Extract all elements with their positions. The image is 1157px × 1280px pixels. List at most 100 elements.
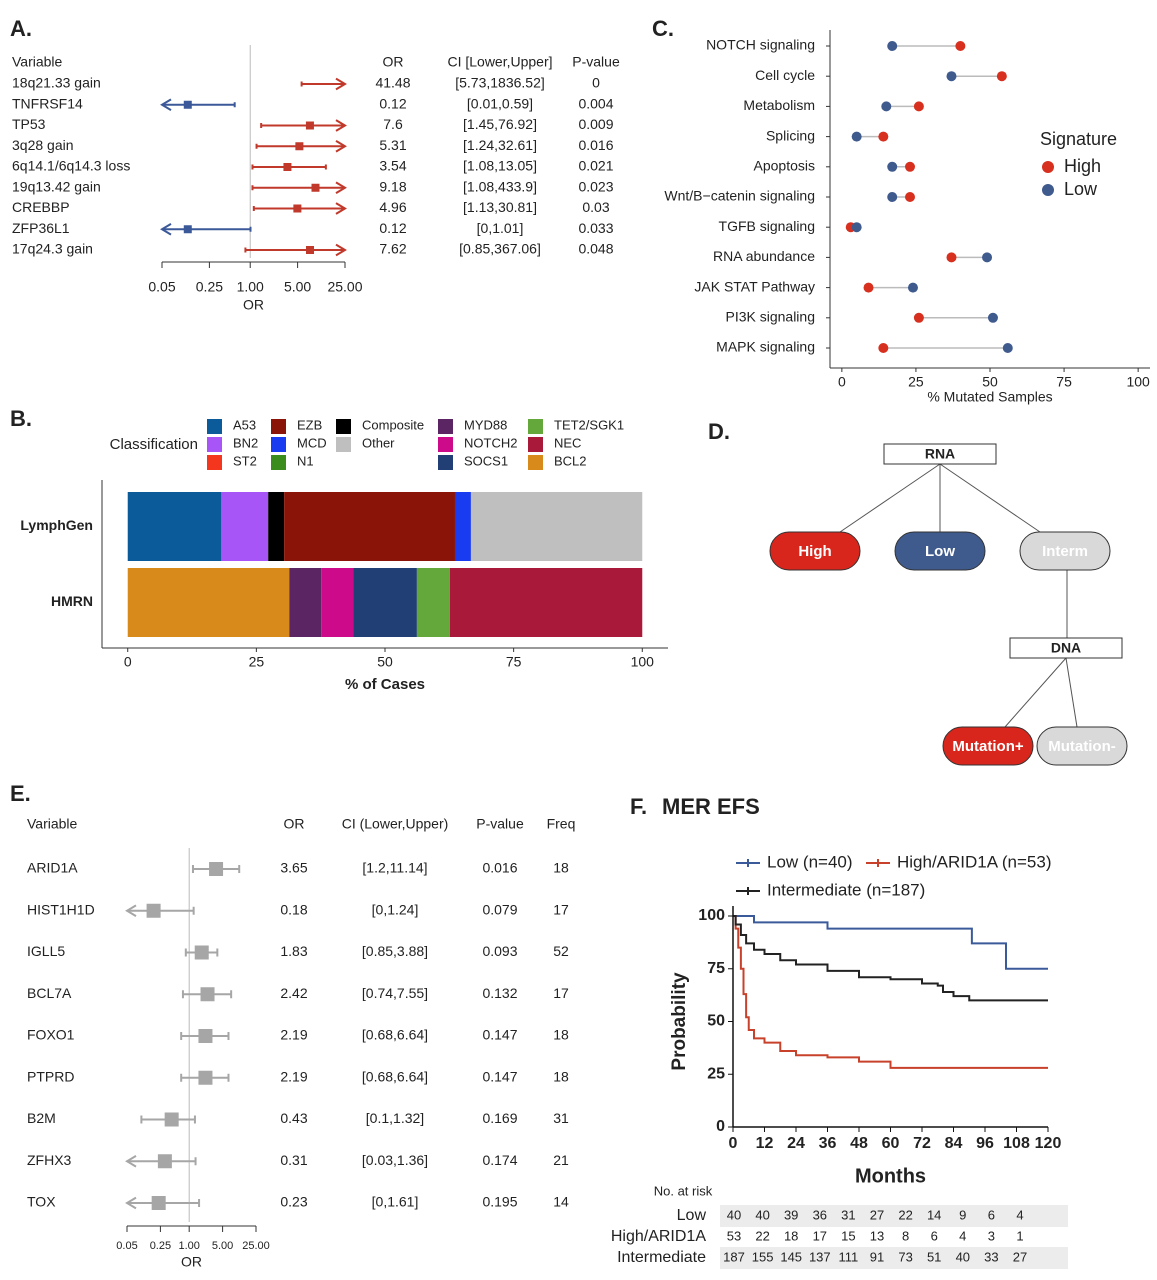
x-tick-label: 48 bbox=[850, 1135, 868, 1152]
survival-curve bbox=[733, 915, 1048, 1002]
node-label: DNA bbox=[1051, 640, 1081, 656]
risk-row-label: Low bbox=[677, 1207, 707, 1224]
cell: 0.169 bbox=[482, 1110, 517, 1126]
legend-swatch bbox=[336, 419, 351, 434]
ci-arrow bbox=[335, 139, 347, 153]
legend-swatch bbox=[271, 455, 286, 470]
x-tick-label: 24 bbox=[787, 1135, 805, 1152]
risk-table-title: No. at risk bbox=[654, 1183, 713, 1198]
column-header: OR bbox=[383, 54, 404, 70]
legend-label: High/ARID1A (n=53) bbox=[897, 852, 1052, 871]
risk-cell: 40 bbox=[956, 1249, 970, 1264]
cell: 9.18 bbox=[379, 178, 406, 194]
dot bbox=[905, 161, 915, 172]
cell: [0.85,3.88] bbox=[362, 943, 428, 959]
or-marker bbox=[295, 142, 304, 151]
x-tick-label: 0.25 bbox=[196, 279, 223, 295]
row-band bbox=[720, 1247, 1068, 1269]
cell: 21 bbox=[553, 1152, 569, 1168]
y-tick-label: Wnt/B−catenin signaling bbox=[664, 188, 815, 204]
risk-cell: 40 bbox=[755, 1207, 769, 1222]
or-marker bbox=[283, 163, 292, 171]
column-header: P-value bbox=[476, 816, 524, 832]
cell: [0,1.01] bbox=[477, 220, 524, 236]
node-pill bbox=[894, 531, 986, 571]
cell: 0.079 bbox=[482, 901, 517, 917]
dot bbox=[987, 312, 998, 323]
or-marker bbox=[157, 1154, 172, 1169]
row-label: 17q24.3 gain bbox=[12, 241, 93, 257]
dot bbox=[878, 131, 889, 142]
x-tick-label: 25 bbox=[249, 654, 265, 670]
edges bbox=[839, 463, 1078, 728]
cell: 0.23 bbox=[280, 1194, 307, 1210]
diagram: D. RNA High Low Interm DNA Mutation+ Mut… bbox=[708, 419, 1128, 766]
ci-arrow bbox=[335, 77, 347, 91]
x-axis-label: OR bbox=[181, 1254, 202, 1270]
legend-label: MCD bbox=[297, 435, 327, 450]
cell: 0.023 bbox=[578, 178, 613, 194]
cell: 4.96 bbox=[379, 199, 406, 215]
x-tick-label: 72 bbox=[913, 1135, 931, 1152]
risk-cell: 18 bbox=[784, 1228, 798, 1243]
cell: [0.03,1.36] bbox=[362, 1152, 428, 1168]
panel-label: C. bbox=[652, 16, 674, 41]
risk-cell: 111 bbox=[839, 1249, 859, 1264]
y-tick-label: JAK STAT Pathway bbox=[694, 278, 815, 294]
row-label: PTPRD bbox=[27, 1068, 74, 1084]
risk-cell: 137 bbox=[809, 1249, 831, 1264]
y-tick-label: LymphGen bbox=[20, 517, 93, 533]
node-label: Interm bbox=[1042, 543, 1088, 560]
x-tick-label: 50 bbox=[377, 654, 393, 670]
risk-cell: 14 bbox=[927, 1207, 941, 1222]
x-axis-label: Months bbox=[855, 1165, 926, 1187]
dot bbox=[913, 101, 924, 112]
risk-cell: 73 bbox=[898, 1249, 912, 1264]
legend-swatch bbox=[271, 419, 286, 434]
cell: 0.12 bbox=[379, 220, 406, 236]
or-marker bbox=[198, 1029, 213, 1043]
cell: [1.08,433.9] bbox=[463, 178, 537, 194]
dot bbox=[887, 192, 898, 202]
y-tick-label: 100 bbox=[698, 907, 725, 924]
legend-dot bbox=[1042, 184, 1054, 196]
or-marker bbox=[306, 246, 315, 254]
legend-swatch bbox=[528, 455, 543, 470]
bar-segment bbox=[289, 568, 322, 637]
node-label: Mutation+ bbox=[952, 738, 1023, 755]
row-label: TNFRSF14 bbox=[12, 95, 83, 111]
risk-cell: 27 bbox=[1013, 1249, 1027, 1264]
cell: 0.048 bbox=[578, 241, 613, 257]
x-tick-label: 1.00 bbox=[178, 1240, 199, 1252]
bar-segment bbox=[353, 568, 417, 637]
x-tick-label: 50 bbox=[982, 374, 998, 390]
node-label: RNA bbox=[925, 446, 955, 462]
x-tick-label: 25 bbox=[908, 374, 924, 390]
cell: 18 bbox=[553, 1068, 569, 1084]
risk-cell: 4 bbox=[1016, 1207, 1023, 1222]
dot bbox=[905, 192, 915, 202]
x-tick-label: 100 bbox=[631, 654, 655, 670]
or-marker bbox=[311, 183, 320, 192]
risk-cell: 40 bbox=[727, 1207, 741, 1222]
cell: 5.31 bbox=[379, 137, 406, 153]
dot bbox=[863, 282, 874, 293]
x-tick-label: 5.00 bbox=[212, 1240, 233, 1252]
y-tick-label: 75 bbox=[707, 960, 725, 977]
cell: 0 bbox=[592, 75, 600, 91]
cell: [0,1.61] bbox=[372, 1194, 419, 1210]
risk-cell: 8 bbox=[902, 1228, 909, 1243]
bar-segment bbox=[321, 568, 354, 637]
cell: [0.85,367.06] bbox=[459, 241, 541, 257]
dot bbox=[907, 282, 918, 293]
or-marker bbox=[183, 225, 192, 234]
x-axis-label: % Mutated Samples bbox=[927, 389, 1052, 405]
bar-segment bbox=[127, 568, 290, 637]
panel-label: D. bbox=[708, 419, 730, 444]
y-tick-label: 50 bbox=[707, 1013, 725, 1030]
legend-swatch bbox=[438, 455, 453, 470]
cell: 0.147 bbox=[482, 1027, 517, 1043]
risk-cell: 9 bbox=[959, 1207, 966, 1222]
x-tick-label: 60 bbox=[882, 1135, 900, 1152]
